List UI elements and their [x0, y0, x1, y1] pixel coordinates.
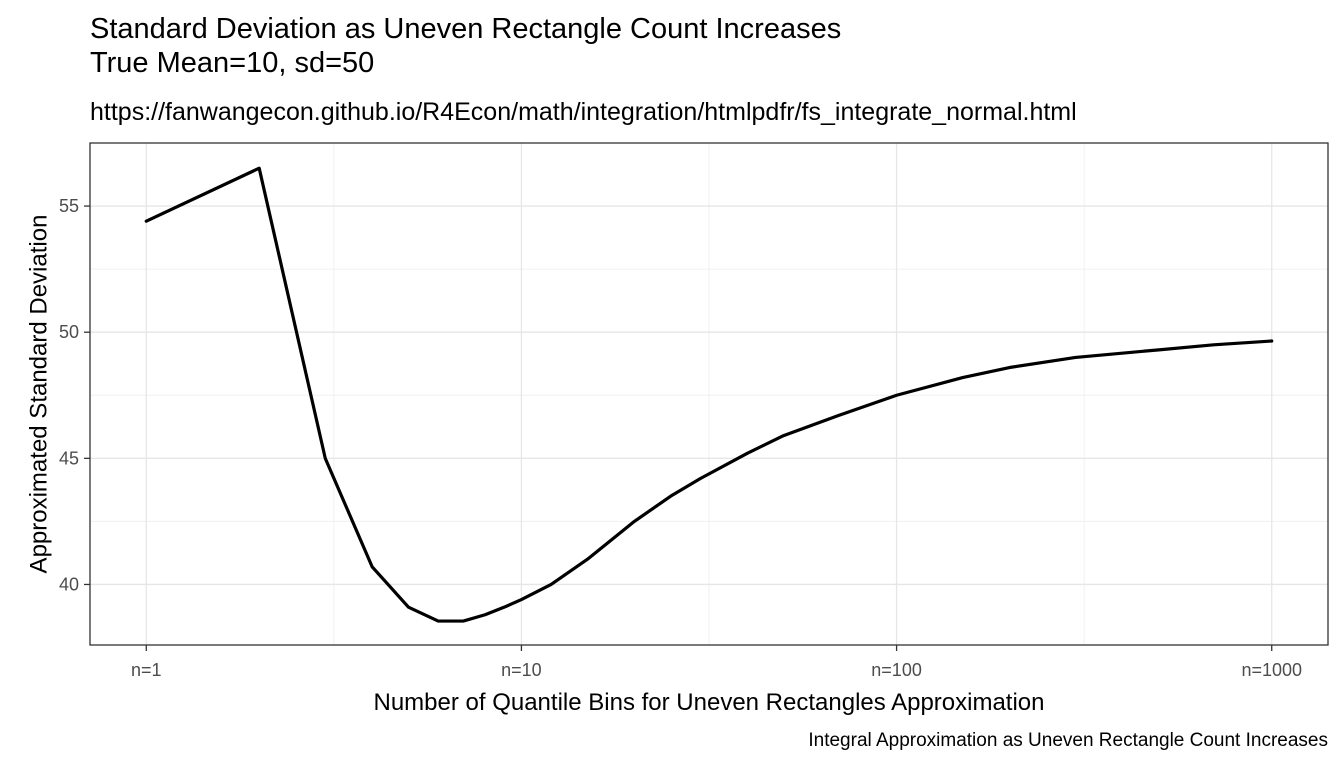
x-axis-title: Number of Quantile Bins for Uneven Recta…: [373, 689, 1044, 716]
y-tick-label: 45: [59, 448, 79, 468]
chart-title-line-1: Standard Deviation as Uneven Rectangle C…: [90, 13, 842, 45]
x-axis-ticks: n=1 n=10 n=100 n=1000: [131, 645, 1302, 680]
grid-major: [90, 143, 1328, 645]
y-axis-ticks: 40 45 50 55: [59, 196, 90, 594]
chart-title: Standard Deviation as Uneven Rectangle C…: [90, 12, 841, 80]
x-tick-label: n=1000: [1241, 660, 1302, 680]
x-tick-label: n=10: [501, 660, 542, 680]
panel-border: [89, 142, 1329, 646]
x-tick-label: n=100: [871, 660, 922, 680]
chart-caption: Integral Approximation as Uneven Rectang…: [808, 730, 1328, 751]
chart-subtitle: https://fanwangecon.github.io/R4Econ/mat…: [90, 98, 1077, 126]
chart-title-line-2: True Mean=10, sd=50: [90, 47, 375, 79]
y-tick-label: 40: [59, 574, 79, 594]
series-line: [144, 166, 1274, 623]
y-tick-label: 50: [59, 322, 79, 342]
x-tick-label: n=1: [131, 660, 162, 680]
y-tick-label: 55: [59, 196, 79, 216]
grid-minor: [90, 142, 1328, 645]
y-axis-title: Approximated Standard Deviation: [25, 215, 52, 574]
